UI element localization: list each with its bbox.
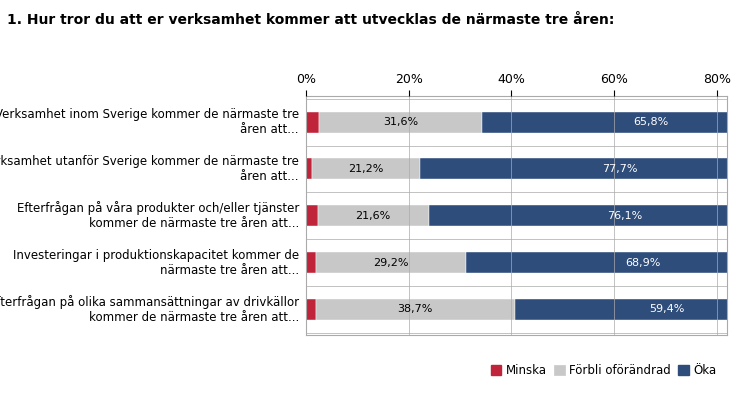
Bar (316, 252, 466, 273)
Text: 68,9%: 68,9% (625, 258, 660, 268)
Bar (312, 158, 421, 179)
Bar (306, 158, 312, 179)
Text: 1. Hur tror du att er verksamhet kommer att utvecklas de närmaste tre åren:: 1. Hur tror du att er verksamhet kommer … (7, 13, 615, 26)
Text: 29,2%: 29,2% (373, 258, 408, 268)
Bar (306, 299, 316, 320)
Text: 21,2%: 21,2% (348, 164, 383, 174)
Bar (466, 252, 746, 273)
Text: 65,8%: 65,8% (633, 117, 668, 127)
Text: 31,6%: 31,6% (383, 117, 418, 127)
Text: 38,7%: 38,7% (398, 305, 433, 314)
Bar (429, 205, 746, 226)
Bar (316, 299, 515, 320)
Bar (515, 299, 746, 320)
Bar (319, 111, 482, 133)
Bar (318, 205, 429, 226)
Bar (306, 252, 316, 273)
Legend: Minska, Förbli oförändrad, Öka: Minska, Förbli oförändrad, Öka (486, 360, 721, 382)
Bar (482, 111, 746, 133)
Text: 21,6%: 21,6% (356, 211, 391, 221)
Text: 59,4%: 59,4% (650, 305, 685, 314)
Bar (421, 158, 746, 179)
Bar (306, 111, 319, 133)
Text: 76,1%: 76,1% (606, 211, 642, 221)
Bar (306, 205, 318, 226)
Text: 77,7%: 77,7% (603, 164, 638, 174)
